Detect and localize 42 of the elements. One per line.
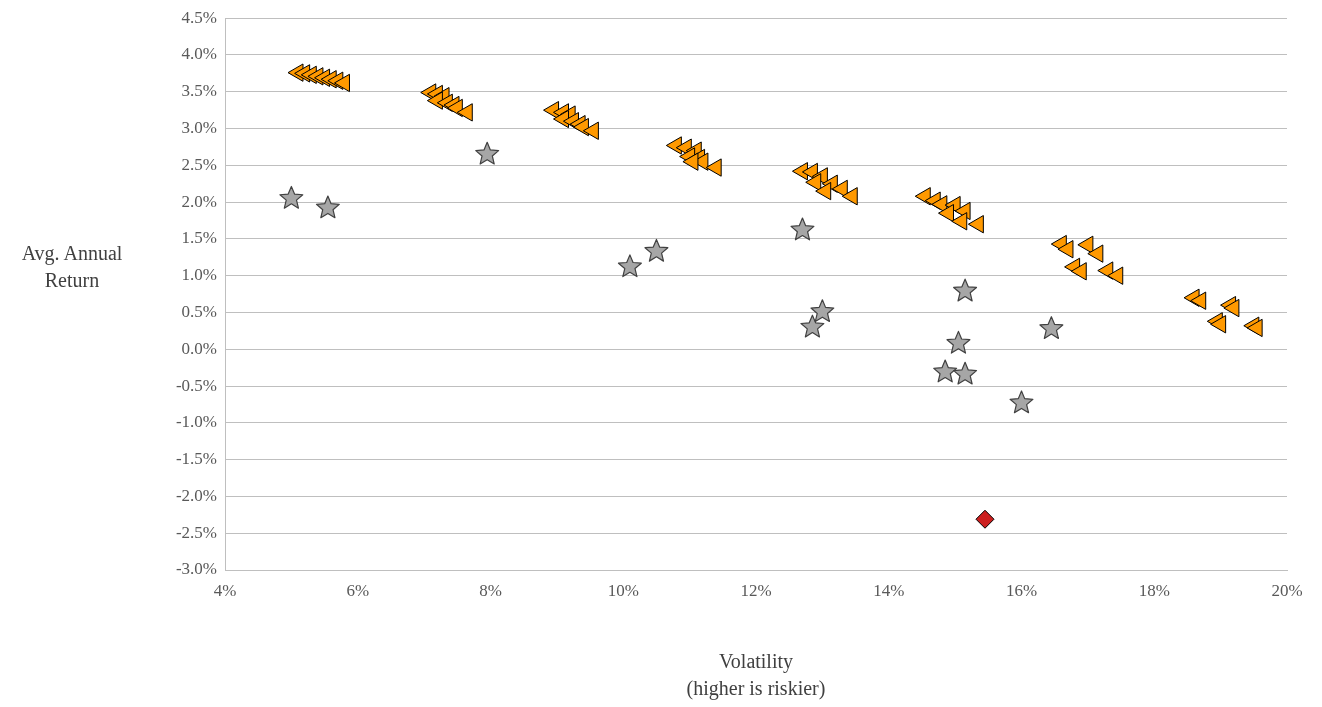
y-tick-label: 3.5% <box>181 81 217 101</box>
y-tick-label: 4.5% <box>181 7 217 27</box>
x-tick-label: 12% <box>740 580 772 600</box>
x-tick-label: 10% <box>607 580 639 600</box>
x-tick-label: 8% <box>479 580 502 600</box>
point <box>953 361 978 385</box>
x-tick-label: 18% <box>1138 580 1170 600</box>
y-tick-label: 0.5% <box>181 301 217 321</box>
x-axis-title: Volatility (higher is riskier) <box>685 649 827 702</box>
y-tick-label: 1.5% <box>181 228 217 248</box>
y-tick-label: -0.5% <box>175 375 217 395</box>
y-tick-label: 1.0% <box>181 265 217 285</box>
y-tick-label: 2.0% <box>181 191 217 211</box>
point <box>315 195 340 219</box>
point <box>644 238 669 262</box>
point <box>475 141 500 165</box>
y-tick-label: -3.0% <box>175 559 217 579</box>
y-tick-label: -1.5% <box>175 449 217 469</box>
y-tick-label: 2.5% <box>181 154 217 174</box>
point <box>975 509 995 529</box>
point <box>800 314 825 338</box>
y-tick-label: -1.0% <box>175 412 217 432</box>
y-axis-title: Avg. Annual Return <box>20 241 124 293</box>
x-tick-label: 14% <box>873 580 905 600</box>
point <box>1009 390 1034 414</box>
x-tick-label: 16% <box>1005 580 1038 600</box>
point <box>790 217 815 241</box>
x-tick-label: 6% <box>346 580 370 600</box>
x-tick-label: 20% <box>1271 580 1303 600</box>
point <box>933 359 958 383</box>
y-tick-label: -2.5% <box>175 522 217 542</box>
y-tick-label: -2.0% <box>175 485 217 505</box>
point <box>1039 316 1064 339</box>
point <box>279 185 304 209</box>
x-tick-label: 4% <box>213 580 237 600</box>
y-tick-label: 4.0% <box>181 44 217 64</box>
point <box>953 278 978 302</box>
point <box>810 299 835 323</box>
y-tick-label: 0.0% <box>181 338 217 358</box>
point <box>617 254 642 278</box>
y-tick-label: 3.0% <box>181 118 217 138</box>
point <box>946 330 971 354</box>
